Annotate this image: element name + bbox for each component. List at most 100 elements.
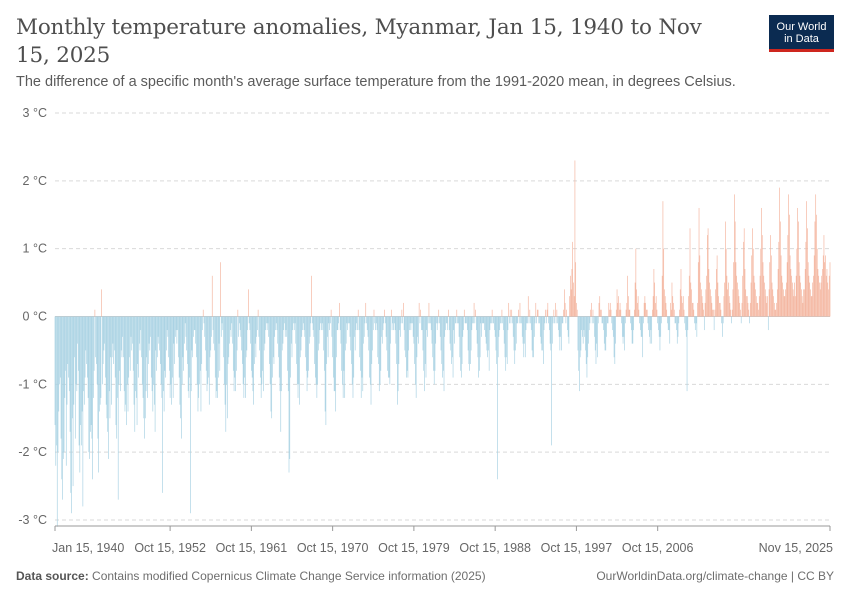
anomaly-bar[interactable] bbox=[79, 316, 81, 473]
anomaly-bar[interactable] bbox=[794, 282, 795, 317]
anomaly-bar[interactable] bbox=[232, 316, 234, 371]
anomaly-bar[interactable] bbox=[143, 316, 145, 419]
anomaly-bar[interactable] bbox=[585, 316, 587, 364]
anomaly-bar[interactable] bbox=[236, 316, 237, 371]
anomaly-bar[interactable] bbox=[509, 316, 510, 324]
anomaly-bar[interactable] bbox=[188, 316, 190, 398]
anomaly-bar[interactable] bbox=[615, 316, 616, 344]
anomaly-bar[interactable] bbox=[153, 316, 154, 385]
anomaly-bar[interactable] bbox=[674, 316, 676, 324]
anomaly-bar[interactable] bbox=[90, 316, 91, 432]
anomaly-bar[interactable] bbox=[211, 316, 212, 337]
anomaly-bar[interactable] bbox=[71, 316, 72, 514]
anomaly-bar[interactable] bbox=[141, 316, 143, 385]
anomaly-bar[interactable] bbox=[691, 302, 693, 317]
anomaly-bar[interactable] bbox=[581, 316, 582, 331]
anomaly-bar[interactable] bbox=[719, 302, 721, 317]
anomaly-bar[interactable] bbox=[451, 316, 453, 358]
anomaly-bar[interactable] bbox=[168, 316, 169, 358]
anomaly-bar[interactable] bbox=[337, 316, 339, 331]
anomaly-bar[interactable] bbox=[692, 302, 694, 317]
anomaly-bar[interactable] bbox=[610, 309, 612, 317]
anomaly-bar[interactable] bbox=[586, 316, 588, 378]
anomaly-bar[interactable] bbox=[632, 316, 634, 344]
anomaly-bar[interactable] bbox=[516, 316, 518, 324]
anomaly-bar[interactable] bbox=[474, 316, 476, 324]
anomaly-bar[interactable] bbox=[646, 309, 647, 317]
anomaly-bar[interactable] bbox=[490, 316, 491, 324]
anomaly-bar[interactable] bbox=[117, 316, 119, 500]
anomaly-bar[interactable] bbox=[330, 316, 331, 324]
anomaly-bar[interactable] bbox=[769, 262, 771, 317]
anomaly-bar[interactable] bbox=[114, 316, 116, 378]
anomaly-bar[interactable] bbox=[454, 316, 455, 344]
anomaly-bar[interactable] bbox=[636, 289, 637, 317]
anomaly-bar[interactable] bbox=[526, 316, 528, 324]
anomaly-bar[interactable] bbox=[530, 316, 531, 324]
anomaly-bar[interactable] bbox=[626, 302, 628, 317]
anomaly-bar[interactable] bbox=[430, 316, 432, 331]
anomaly-bar[interactable] bbox=[370, 316, 372, 405]
anomaly-bar[interactable] bbox=[594, 316, 595, 337]
anomaly-bar[interactable] bbox=[659, 316, 661, 351]
anomaly-bar[interactable] bbox=[65, 316, 67, 466]
anomaly-bar[interactable] bbox=[746, 296, 747, 317]
anomaly-bar[interactable] bbox=[386, 316, 388, 351]
anomaly-bar[interactable] bbox=[552, 316, 553, 344]
anomaly-bar[interactable] bbox=[354, 316, 355, 337]
anomaly-bar[interactable] bbox=[828, 275, 830, 317]
anomaly-bar[interactable] bbox=[184, 316, 186, 324]
anomaly-bar[interactable] bbox=[190, 316, 192, 392]
anomaly-bar[interactable] bbox=[379, 316, 381, 385]
anomaly-bar[interactable] bbox=[253, 316, 254, 405]
anomaly-bar[interactable] bbox=[577, 316, 579, 351]
anomaly-bar[interactable] bbox=[743, 228, 745, 317]
anomaly-bar[interactable] bbox=[77, 316, 79, 371]
anomaly-bar[interactable] bbox=[588, 316, 589, 344]
anomaly-bar[interactable] bbox=[668, 316, 670, 331]
anomaly-bar[interactable] bbox=[106, 316, 108, 419]
anomaly-bar[interactable] bbox=[683, 309, 685, 317]
anomaly-bar[interactable] bbox=[627, 275, 628, 317]
anomaly-bar[interactable] bbox=[65, 316, 66, 371]
anomaly-bar[interactable] bbox=[120, 316, 122, 351]
anomaly-bar[interactable] bbox=[233, 316, 235, 392]
anomaly-bar[interactable] bbox=[165, 316, 166, 378]
anomaly-bar[interactable] bbox=[381, 316, 383, 344]
anomaly-bar[interactable] bbox=[102, 316, 103, 385]
footer-link[interactable]: OurWorldinData.org/climate-change | CC B… bbox=[596, 569, 834, 583]
anomaly-bar[interactable] bbox=[499, 316, 501, 331]
anomaly-bar[interactable] bbox=[307, 316, 309, 378]
anomaly-bar[interactable] bbox=[566, 309, 567, 317]
anomaly-bar[interactable] bbox=[430, 316, 431, 324]
anomaly-bar[interactable] bbox=[792, 289, 794, 317]
anomaly-bar[interactable] bbox=[798, 221, 799, 317]
anomaly-bar[interactable] bbox=[225, 316, 227, 432]
anomaly-bar[interactable] bbox=[117, 316, 118, 398]
anomaly-bar[interactable] bbox=[95, 316, 96, 358]
anomaly-bar[interactable] bbox=[62, 316, 63, 500]
anomaly-bar[interactable] bbox=[184, 316, 185, 344]
anomaly-bar[interactable] bbox=[826, 269, 828, 317]
anomaly-bar[interactable] bbox=[807, 262, 809, 317]
anomaly-bar[interactable] bbox=[349, 316, 351, 337]
anomaly-bar[interactable] bbox=[765, 296, 767, 317]
anomaly-bar[interactable] bbox=[638, 309, 640, 317]
anomaly-bar[interactable] bbox=[323, 316, 324, 351]
anomaly-bar[interactable] bbox=[150, 316, 152, 378]
anomaly-bar[interactable] bbox=[810, 296, 812, 317]
anomaly-bar[interactable] bbox=[69, 316, 71, 432]
anomaly-bar[interactable] bbox=[737, 289, 739, 317]
anomaly-bar[interactable] bbox=[334, 316, 336, 392]
anomaly-bar[interactable] bbox=[599, 296, 601, 317]
anomaly-bar[interactable] bbox=[567, 316, 568, 331]
anomaly-bar[interactable] bbox=[550, 316, 552, 351]
anomaly-bar[interactable] bbox=[737, 282, 738, 317]
anomaly-bar[interactable] bbox=[144, 316, 146, 419]
anomaly-bar[interactable] bbox=[614, 316, 616, 364]
anomaly-bar[interactable] bbox=[818, 275, 820, 317]
anomaly-bar[interactable] bbox=[68, 316, 69, 378]
anomaly-bar[interactable] bbox=[120, 316, 121, 392]
anomaly-bar[interactable] bbox=[539, 316, 540, 324]
anomaly-bar[interactable] bbox=[687, 316, 689, 331]
